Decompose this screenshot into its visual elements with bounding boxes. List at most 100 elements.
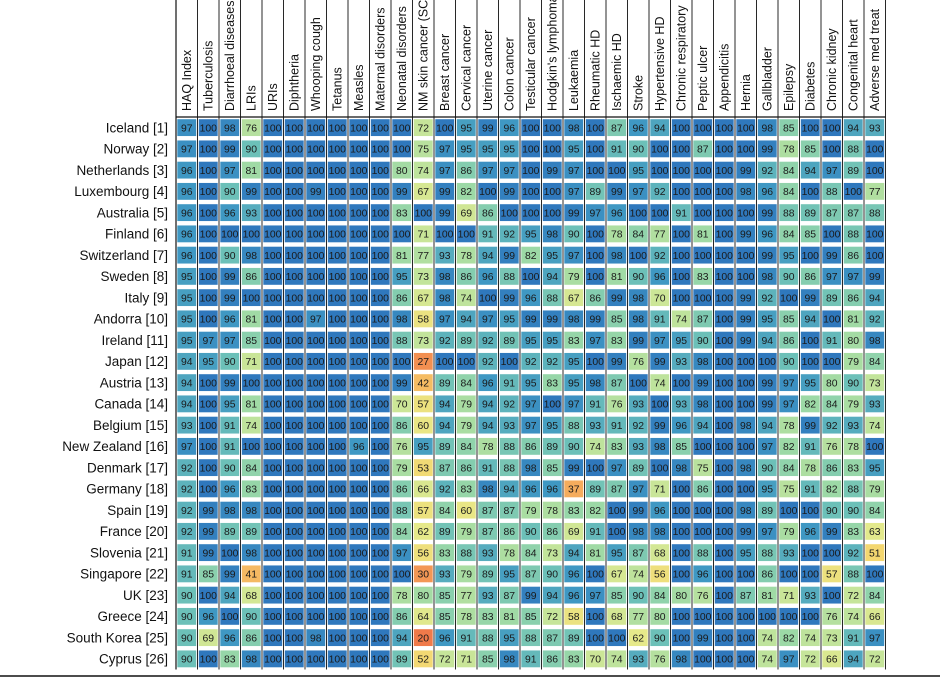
heatmap-cell	[865, 522, 885, 540]
cell-value: 88	[847, 570, 859, 581]
cell-value: 100	[716, 166, 734, 177]
row-label: France [20]	[100, 524, 168, 539]
cell-value: 92	[869, 315, 881, 326]
heatmap-cell	[220, 119, 240, 137]
heatmap-cell	[585, 650, 605, 668]
heatmap-cell	[499, 650, 519, 668]
cell-value: 100	[264, 633, 282, 644]
cell-value: 84	[525, 548, 537, 559]
cell-value: 96	[353, 442, 365, 453]
cell-value: 100	[372, 145, 390, 156]
cell-value: 89	[826, 293, 838, 304]
heatmap-cell	[607, 544, 627, 562]
cell-value: 100	[307, 336, 325, 347]
cell-value: 100	[694, 166, 712, 177]
heatmap-cell	[392, 246, 412, 264]
cell-value: 94	[396, 633, 408, 644]
heatmap-cell	[456, 437, 476, 455]
cell-value: 95	[611, 548, 623, 559]
heatmap-cell	[714, 225, 734, 243]
heatmap-cell	[263, 289, 283, 307]
cell-value: 80	[675, 591, 687, 602]
cell-value: 100	[329, 548, 347, 559]
heatmap-cell	[413, 225, 433, 243]
cell-value: 100	[329, 655, 347, 666]
cell-value: 99	[804, 421, 816, 432]
cell-value: 98	[589, 378, 601, 389]
cell-value: 95	[546, 251, 558, 262]
heatmap-cell	[693, 395, 713, 413]
cell-value: 95	[869, 463, 881, 474]
cell-value: 86	[482, 208, 494, 219]
cell-value: 100	[694, 208, 712, 219]
heatmap-cell	[585, 437, 605, 455]
row-label: Ireland [11]	[101, 333, 168, 348]
cell-value: 88	[783, 208, 795, 219]
heatmap-cell	[478, 565, 498, 583]
cell-value: 91	[460, 633, 472, 644]
cell-value: 88	[847, 230, 859, 241]
cell-value: 67	[611, 570, 623, 581]
cell-value: 95	[202, 357, 214, 368]
cell-value: 87	[503, 591, 515, 602]
heatmap-cell	[779, 437, 799, 455]
heatmap-cell	[284, 501, 304, 519]
cell-value: 79	[460, 527, 472, 538]
heatmap-cell	[693, 119, 713, 137]
heatmap-cell	[521, 437, 541, 455]
row-label: Spain [19]	[107, 503, 168, 518]
heatmap-cell	[306, 544, 326, 562]
cell-value: 96	[568, 591, 580, 602]
heatmap-cell	[263, 182, 283, 200]
heatmap-cell	[306, 650, 326, 668]
cell-value: 91	[611, 421, 623, 432]
cell-value: 73	[869, 378, 881, 389]
heatmap-cell	[456, 374, 476, 392]
heatmap-cell	[693, 650, 713, 668]
cell-value: 91	[181, 548, 193, 559]
heatmap-cell	[349, 480, 369, 498]
cell-value: 97	[224, 166, 236, 177]
cell-value: 100	[286, 612, 304, 623]
heatmap-cell	[327, 331, 347, 349]
heatmap-cell	[822, 331, 842, 349]
heatmap-cell	[499, 501, 519, 519]
heatmap-cell	[499, 544, 519, 562]
cell-value: 100	[866, 166, 884, 177]
cell-value: 99	[568, 463, 580, 474]
heatmap-cell	[650, 501, 670, 519]
cell-value: 85	[611, 315, 623, 326]
heatmap-cell	[671, 161, 691, 179]
cell-value: 66	[826, 655, 838, 666]
cell-value: 100	[264, 570, 282, 581]
cell-value: 83	[611, 442, 623, 453]
cell-value: 78	[611, 230, 623, 241]
cell-value: 83	[224, 655, 236, 666]
cell-value: 97	[482, 315, 494, 326]
cell-value: 95	[675, 336, 687, 347]
heatmap-cell	[822, 544, 842, 562]
heatmap-cell	[349, 225, 369, 243]
cell-value: 27	[417, 357, 429, 368]
heatmap-cell	[349, 331, 369, 349]
cell-value: 100	[716, 591, 734, 602]
cell-value: 99	[761, 208, 773, 219]
cell-value: 96	[525, 293, 537, 304]
heatmap-cell	[843, 437, 863, 455]
heatmap-cell	[628, 246, 648, 264]
heatmap-cell	[843, 416, 863, 434]
cell-value: 100	[200, 272, 218, 283]
heatmap-cell	[220, 395, 240, 413]
cell-value: 57	[826, 570, 838, 581]
cell-value: 71	[783, 591, 795, 602]
heatmap-cell	[800, 310, 820, 328]
cell-value: 100	[673, 378, 691, 389]
heatmap-cell	[349, 565, 369, 583]
heatmap-cell	[241, 225, 261, 243]
cell-value: 100	[200, 123, 218, 134]
cell-value: 100	[608, 527, 626, 538]
cell-value: 83	[396, 208, 408, 219]
heatmap-cell	[693, 246, 713, 264]
heatmap-cell	[177, 416, 197, 434]
column-header: Colon cancer	[502, 37, 516, 111]
